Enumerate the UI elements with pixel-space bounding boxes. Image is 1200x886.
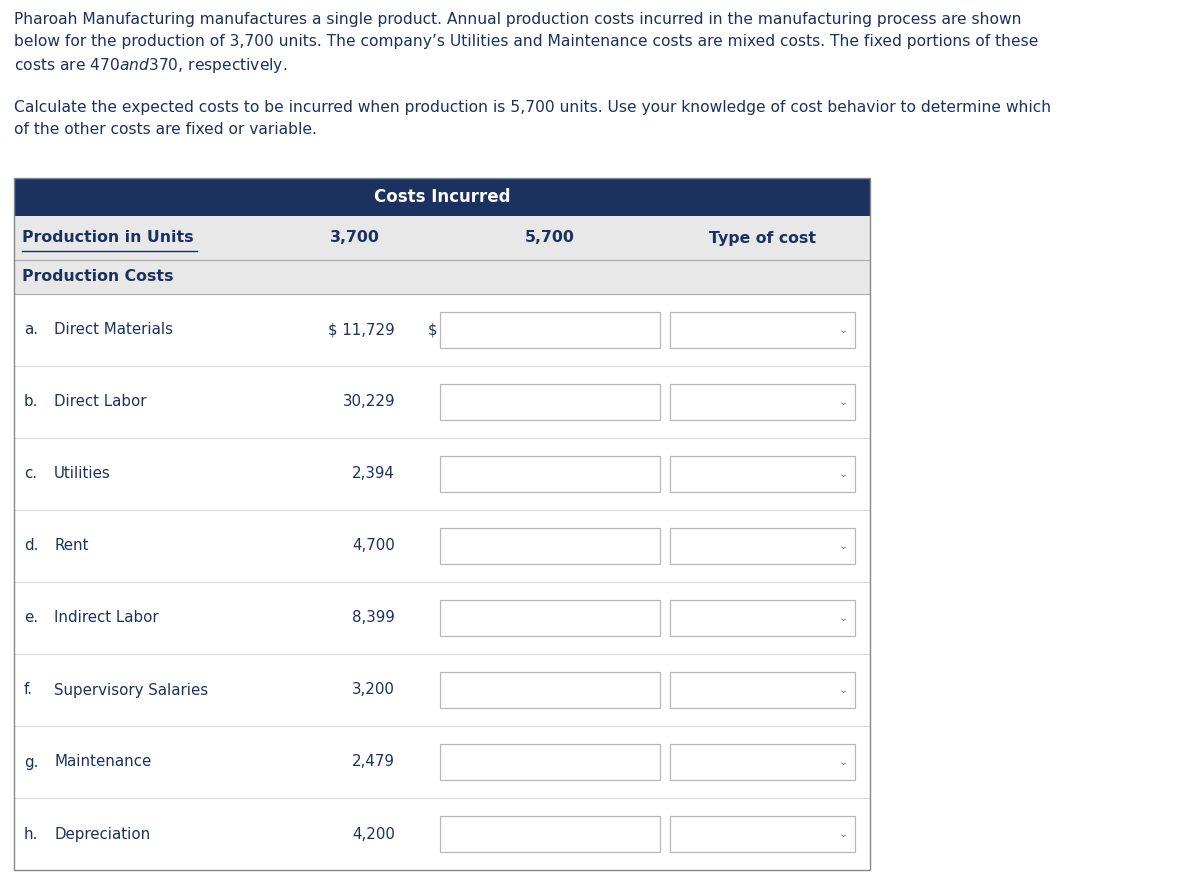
Bar bbox=[440, 312, 660, 348]
Text: ⌄: ⌄ bbox=[839, 685, 847, 695]
Text: e.: e. bbox=[24, 610, 38, 626]
Text: Utilities: Utilities bbox=[54, 467, 110, 481]
Text: ⌄: ⌄ bbox=[839, 469, 847, 479]
Bar bbox=[670, 312, 854, 348]
Text: Rent: Rent bbox=[54, 539, 89, 554]
Text: d.: d. bbox=[24, 539, 38, 554]
Text: 30,229: 30,229 bbox=[342, 394, 395, 409]
Text: 4,700: 4,700 bbox=[353, 539, 395, 554]
Text: h.: h. bbox=[24, 827, 38, 842]
Text: 3,200: 3,200 bbox=[352, 682, 395, 697]
Text: 2,479: 2,479 bbox=[352, 755, 395, 770]
Bar bbox=[14, 294, 870, 366]
Text: Costs Incurred: Costs Incurred bbox=[373, 188, 510, 206]
Text: Supervisory Salaries: Supervisory Salaries bbox=[54, 682, 208, 697]
Text: 3,700: 3,700 bbox=[330, 230, 380, 245]
Bar bbox=[14, 366, 870, 438]
Bar bbox=[440, 528, 660, 564]
Text: Direct Materials: Direct Materials bbox=[54, 323, 173, 338]
Bar bbox=[14, 510, 870, 582]
Bar bbox=[440, 456, 660, 492]
Text: Pharoah Manufacturing manufactures a single product. Annual production costs inc: Pharoah Manufacturing manufactures a sin… bbox=[14, 12, 1021, 27]
Bar bbox=[670, 744, 854, 780]
Bar bbox=[670, 600, 854, 636]
Text: Maintenance: Maintenance bbox=[54, 755, 151, 770]
Text: ⌄: ⌄ bbox=[839, 397, 847, 407]
Text: ⌄: ⌄ bbox=[839, 541, 847, 551]
Bar bbox=[670, 456, 854, 492]
Text: Type of cost: Type of cost bbox=[709, 230, 816, 245]
Text: Production in Units: Production in Units bbox=[22, 230, 193, 245]
Text: 4,200: 4,200 bbox=[352, 827, 395, 842]
Text: 8,399: 8,399 bbox=[353, 610, 395, 626]
Text: $: $ bbox=[428, 323, 438, 338]
Text: Calculate the expected costs to be incurred when production is 5,700 units. Use : Calculate the expected costs to be incur… bbox=[14, 100, 1051, 115]
Text: Indirect Labor: Indirect Labor bbox=[54, 610, 158, 626]
Text: costs are $470 and $370, respectively.: costs are $470 and $370, respectively. bbox=[14, 56, 287, 75]
Bar bbox=[14, 178, 870, 216]
Text: ⌄: ⌄ bbox=[839, 325, 847, 335]
Text: of the other costs are fixed or variable.: of the other costs are fixed or variable… bbox=[14, 122, 317, 137]
Bar bbox=[14, 260, 870, 294]
Text: below for the production of 3,700 units. The company’s Utilities and Maintenance: below for the production of 3,700 units.… bbox=[14, 34, 1038, 49]
Bar bbox=[14, 726, 870, 798]
Text: Production Costs: Production Costs bbox=[22, 269, 174, 284]
Text: Depreciation: Depreciation bbox=[54, 827, 150, 842]
Bar bbox=[440, 672, 660, 708]
Text: ⌄: ⌄ bbox=[839, 829, 847, 839]
Bar bbox=[440, 744, 660, 780]
Bar bbox=[14, 582, 870, 654]
Bar bbox=[14, 654, 870, 726]
Text: b.: b. bbox=[24, 394, 38, 409]
Bar bbox=[14, 798, 870, 870]
Text: f.: f. bbox=[24, 682, 34, 697]
Bar bbox=[14, 178, 870, 870]
Bar bbox=[440, 384, 660, 420]
Text: 5,700: 5,700 bbox=[526, 230, 575, 245]
Text: g.: g. bbox=[24, 755, 38, 770]
Text: c.: c. bbox=[24, 467, 37, 481]
Bar bbox=[670, 672, 854, 708]
Bar bbox=[14, 438, 870, 510]
Bar bbox=[670, 384, 854, 420]
Text: a.: a. bbox=[24, 323, 38, 338]
Bar bbox=[670, 816, 854, 852]
Text: ⌄: ⌄ bbox=[839, 613, 847, 623]
Text: Direct Labor: Direct Labor bbox=[54, 394, 146, 409]
Text: 2,394: 2,394 bbox=[352, 467, 395, 481]
Bar bbox=[440, 600, 660, 636]
Text: $ 11,729: $ 11,729 bbox=[329, 323, 395, 338]
Bar bbox=[670, 528, 854, 564]
Text: ⌄: ⌄ bbox=[839, 757, 847, 767]
Bar bbox=[440, 816, 660, 852]
Bar bbox=[14, 216, 870, 260]
